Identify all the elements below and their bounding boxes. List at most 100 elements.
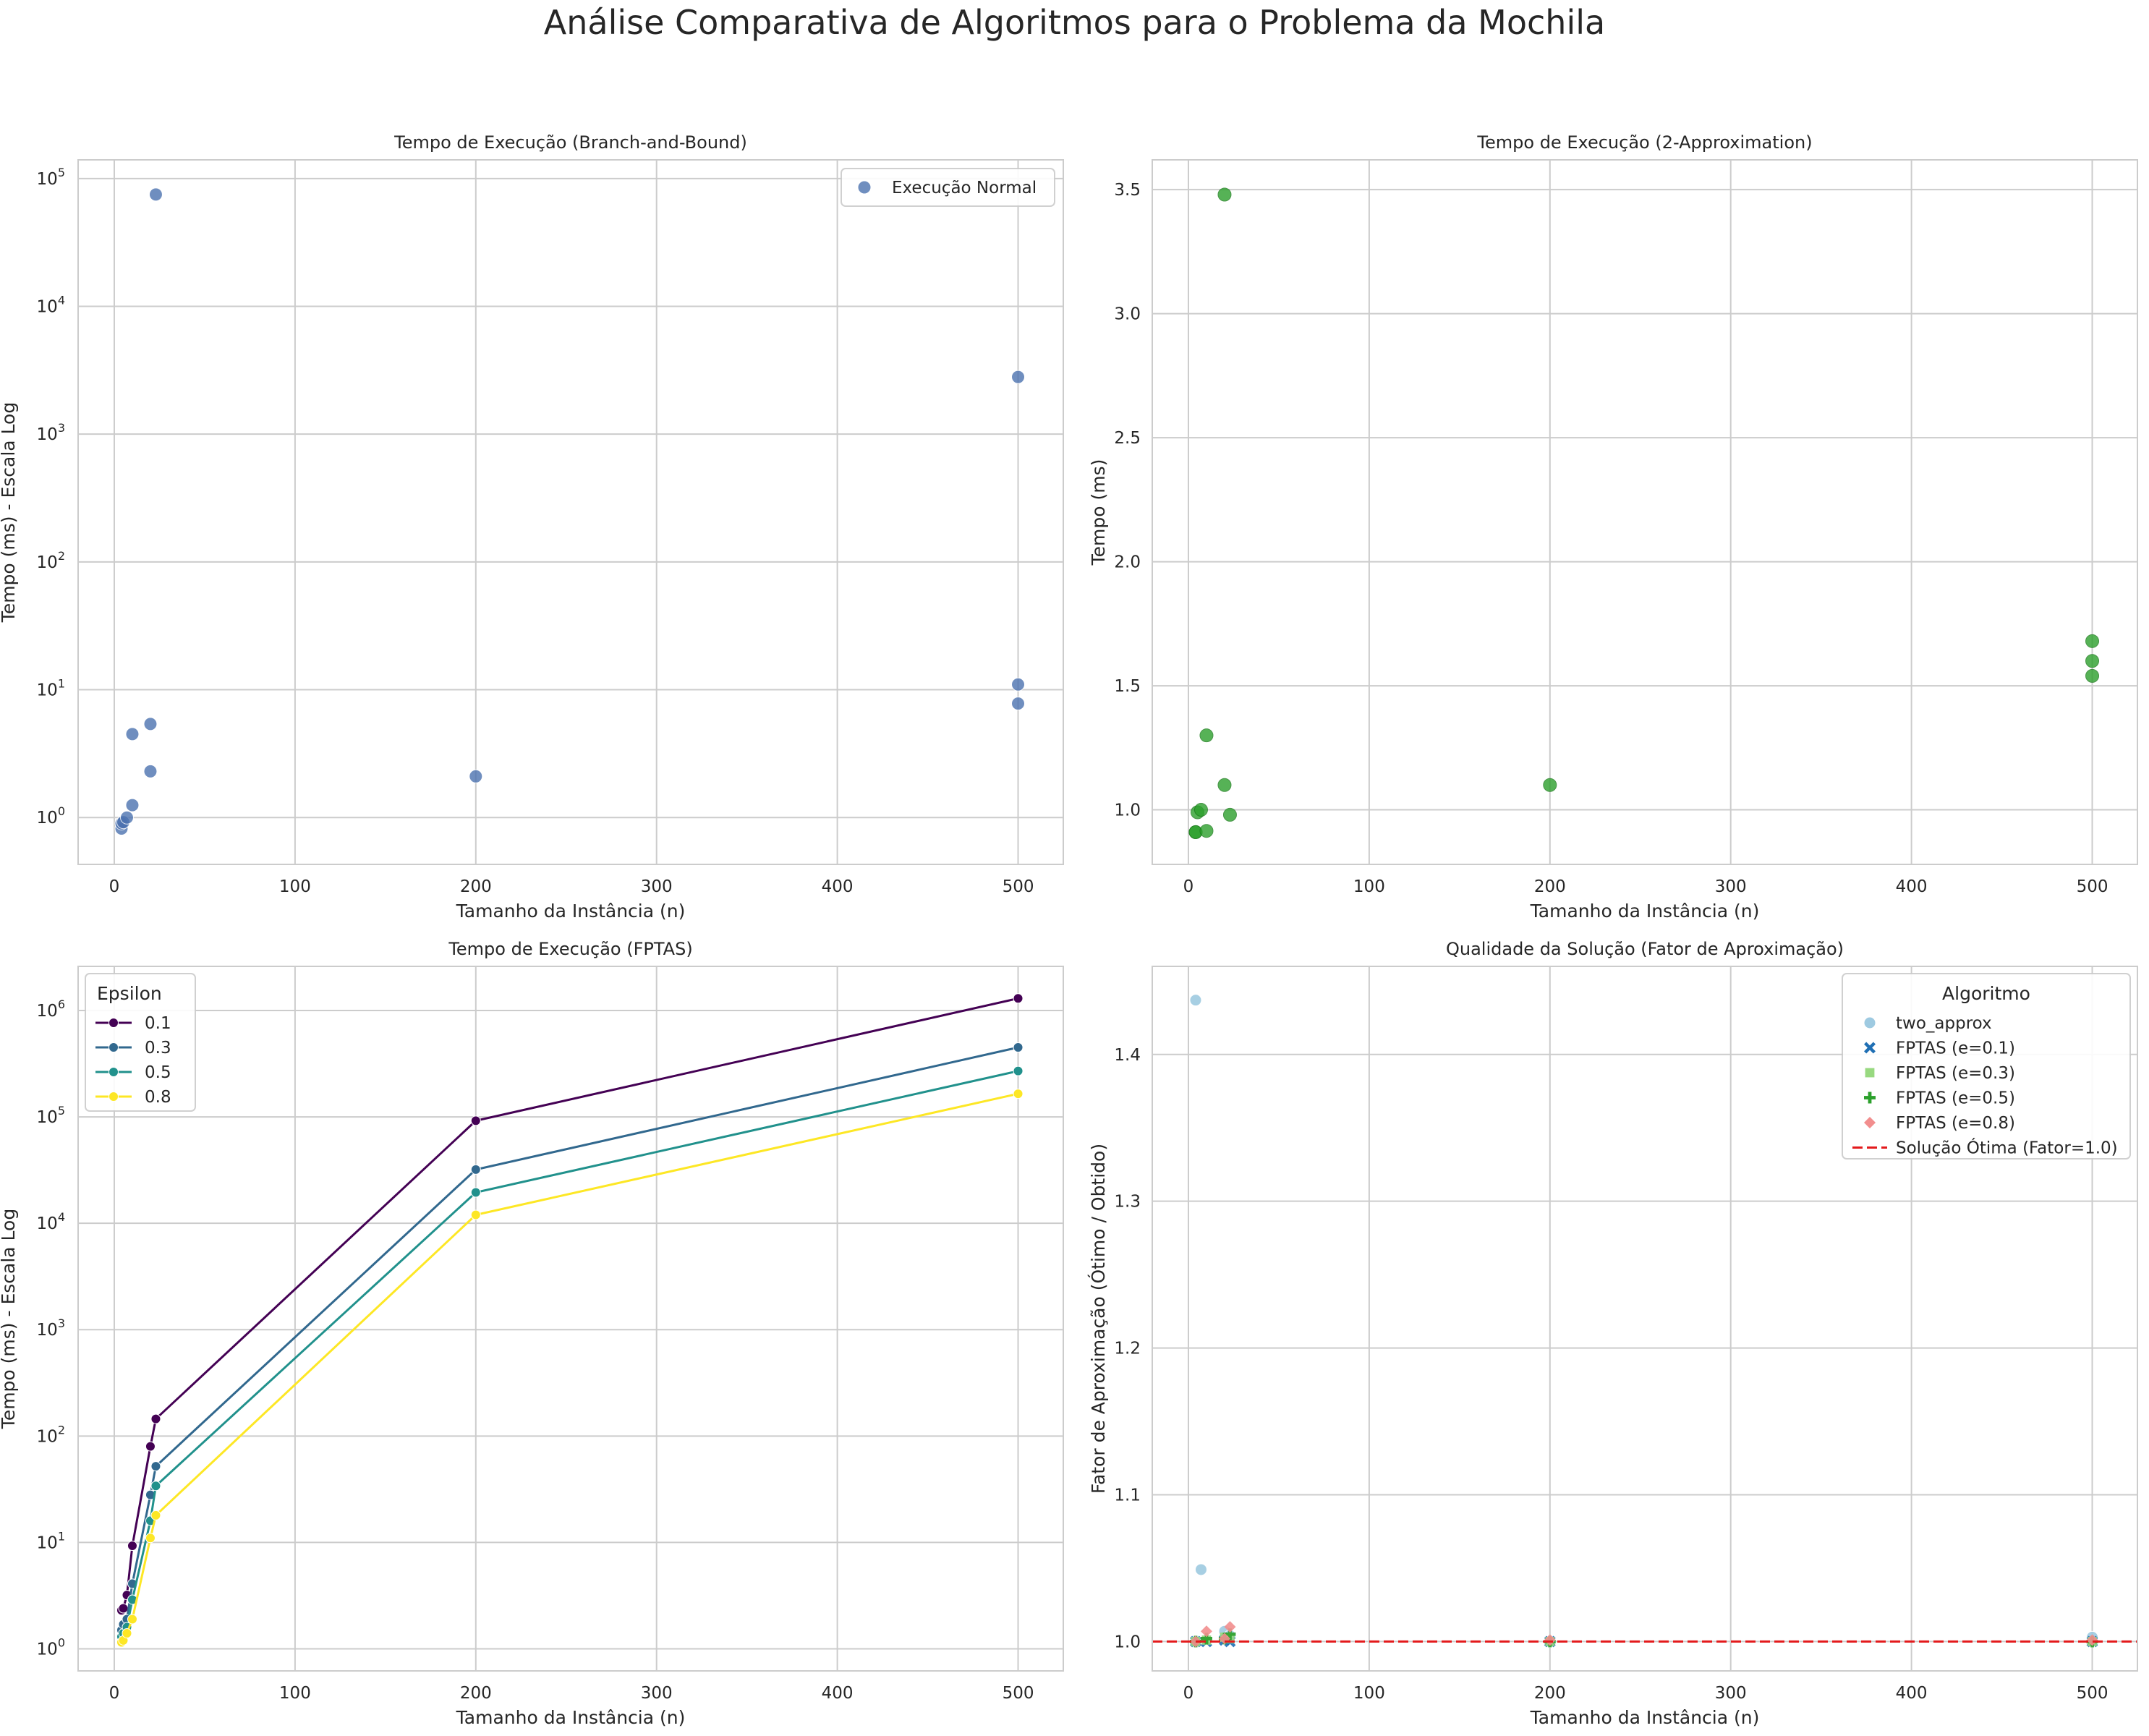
y-axis-label: Tempo (ms) bbox=[1088, 459, 1109, 566]
data-point-0.1 bbox=[127, 1541, 137, 1552]
x-tick-label: 300 bbox=[641, 877, 673, 896]
legend-label: FPTAS (e=0.5) bbox=[1896, 1089, 2015, 1108]
legend-marker bbox=[1865, 1068, 1875, 1078]
legend-marker bbox=[108, 1067, 119, 1077]
data-point bbox=[143, 717, 158, 731]
x-tick-label: 400 bbox=[822, 1684, 854, 1703]
x-tick-label: 200 bbox=[1534, 877, 1566, 896]
y-tick-label: 2.0 bbox=[1114, 553, 1141, 572]
y-axis-label: Fator de Aproximação (Ótimo / Obtido) bbox=[1087, 1144, 1109, 1494]
legend-marker bbox=[1864, 1042, 1876, 1054]
data-point-0.3 bbox=[1013, 1042, 1024, 1053]
data-point-0.8 bbox=[127, 1614, 137, 1625]
data-point-0.8 bbox=[1013, 1089, 1024, 1099]
legend-marker bbox=[108, 1018, 119, 1028]
legend-label: Solução Ótima (Fator=1.0) bbox=[1896, 1138, 2118, 1158]
x-tick-label: 400 bbox=[822, 877, 854, 896]
panel-title: Tempo de Execução (Branch-and-Bound) bbox=[393, 132, 747, 153]
y-tick-label: 105 bbox=[37, 166, 65, 189]
x-tick-label: 500 bbox=[1003, 1684, 1034, 1703]
x-tick-label: 500 bbox=[1003, 877, 1034, 896]
data-point-0.8 bbox=[470, 1209, 481, 1220]
x-tick-label: 500 bbox=[2077, 1684, 2108, 1703]
data-point-0.3 bbox=[470, 1164, 481, 1175]
y-tick-label: 101 bbox=[37, 677, 65, 700]
y-tick-label: 1.3 bbox=[1114, 1193, 1141, 1212]
legend: Execução Normal bbox=[841, 168, 1055, 207]
x-tick-label: 0 bbox=[109, 877, 120, 896]
data-point bbox=[148, 187, 163, 202]
data-point-0.5 bbox=[1013, 1065, 1024, 1076]
data-point bbox=[1222, 807, 1237, 822]
data-point bbox=[1217, 778, 1232, 792]
data-point-0.1 bbox=[470, 1115, 481, 1126]
panel-title: Tempo de Execução (FPTAS) bbox=[448, 939, 692, 959]
legend-label: FPTAS (e=0.1) bbox=[1896, 1039, 2015, 1058]
data-point bbox=[2086, 1634, 2098, 1646]
legend-box bbox=[1842, 973, 2131, 1160]
y-tick-label: 104 bbox=[37, 1210, 65, 1233]
panel-two: Tempo de Execução (2-Approximation) 0 100 2… bbox=[1088, 132, 2138, 922]
plot-frame bbox=[1152, 966, 2138, 1672]
data-point bbox=[2085, 634, 2100, 648]
gridlines bbox=[78, 160, 1063, 864]
legend-marker bbox=[1864, 1117, 1876, 1128]
y-tick-label: 1.0 bbox=[1114, 1633, 1141, 1651]
data-point bbox=[1011, 697, 1026, 711]
legend: Epsilon 0.1 0.3 0.5 0.8 bbox=[85, 973, 196, 1112]
data-point bbox=[1189, 994, 1202, 1007]
data-point-0.3 bbox=[150, 1461, 161, 1472]
legend-marker bbox=[1864, 1092, 1876, 1104]
x-tick-label: 300 bbox=[1715, 1684, 1747, 1703]
data-point bbox=[125, 798, 140, 812]
y-tick-label: 100 bbox=[37, 1635, 65, 1659]
legend-marker bbox=[108, 1092, 119, 1102]
panel-fptas: Tempo de Execução (FPTAS) 0 100 200 300 400 50… bbox=[0, 939, 1064, 1728]
gridlines bbox=[1152, 160, 2137, 864]
y-tick-label: 105 bbox=[37, 1104, 65, 1127]
data-point bbox=[2085, 654, 2100, 668]
x-tick-label: 0 bbox=[109, 1684, 120, 1703]
y-tick-label: 1.5 bbox=[1114, 677, 1141, 696]
y-tick-label: 3.0 bbox=[1114, 305, 1141, 324]
figure-title: Análise Comparativa de Algoritmos para o… bbox=[543, 3, 1606, 42]
y-tick-label: 1.1 bbox=[1114, 1486, 1141, 1505]
data-point bbox=[1199, 728, 1214, 743]
y-tick-label: 1.2 bbox=[1114, 1340, 1141, 1358]
data-point bbox=[469, 769, 483, 783]
data-point-0.8 bbox=[150, 1510, 161, 1520]
x-tick-label: 100 bbox=[1353, 877, 1385, 896]
y-tick-label: 106 bbox=[37, 997, 65, 1021]
data-point-0.8 bbox=[145, 1533, 156, 1544]
legend-label: 0.8 bbox=[145, 1088, 171, 1107]
data-point bbox=[1543, 778, 1557, 792]
x-tick-label: 200 bbox=[460, 1684, 492, 1703]
x-axis-label: Tamanho da Instância (n) bbox=[456, 901, 686, 922]
x-tick-label: 100 bbox=[279, 1684, 311, 1703]
panel-quality: Qualidade da Solução (Fator de Aproximaç… bbox=[1087, 939, 2138, 1728]
x-tick-label: 400 bbox=[1896, 877, 1928, 896]
x-tick-label: 0 bbox=[1183, 1684, 1194, 1703]
data-point-0.5 bbox=[470, 1187, 481, 1198]
legend-marker bbox=[857, 180, 872, 195]
data-point bbox=[1011, 370, 1026, 384]
legend-label: FPTAS (e=0.8) bbox=[1896, 1114, 2015, 1133]
x-axis-label: Tamanho da Instância (n) bbox=[1530, 901, 1760, 922]
y-tick-label: 2.5 bbox=[1114, 429, 1141, 448]
y-tick-label: 1.4 bbox=[1114, 1046, 1141, 1065]
data-series bbox=[116, 993, 1024, 1648]
data-series bbox=[114, 187, 1026, 835]
legend-label: 0.1 bbox=[145, 1014, 171, 1033]
legend-title: Algoritmo bbox=[1942, 983, 2030, 1004]
legend: Algoritmo two_approx FPTAS (e=0.1) FPTAS (e… bbox=[1842, 973, 2131, 1160]
data-point bbox=[1200, 1625, 1212, 1638]
y-axis-label: Tempo (ms) - Escala Log bbox=[0, 402, 19, 623]
x-tick-label: 100 bbox=[279, 877, 311, 896]
x-tick-label: 100 bbox=[1353, 1684, 1385, 1703]
data-point bbox=[1224, 1621, 1236, 1633]
x-tick-label: 0 bbox=[1183, 877, 1194, 896]
plot-area bbox=[78, 966, 1063, 1671]
legend-label: 0.3 bbox=[145, 1039, 171, 1058]
data-point-0.1 bbox=[145, 1441, 156, 1452]
